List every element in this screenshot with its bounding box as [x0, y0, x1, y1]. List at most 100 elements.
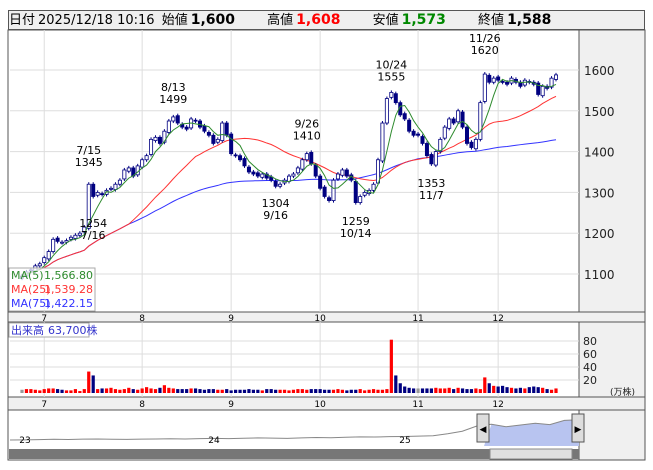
volume-bar [256, 389, 260, 393]
volume-bar [122, 389, 126, 393]
volume-bar [171, 388, 175, 393]
volume-bar [300, 389, 304, 393]
scrollbar-thumb[interactable] [489, 448, 573, 460]
volume-bar [505, 387, 509, 393]
volume-bar [541, 387, 545, 393]
volume-bar [229, 390, 233, 393]
navigator-right-handle[interactable] [571, 413, 585, 443]
volume-bar [358, 389, 362, 393]
volume-bar [452, 389, 456, 393]
volume-bar [532, 386, 536, 393]
candle [313, 164, 318, 177]
candle [233, 154, 238, 157]
volume-bar [145, 387, 149, 393]
volume-legend-label: 出来高 [11, 323, 44, 337]
annotation-date: 10/14 [340, 227, 372, 240]
volume-bar [211, 389, 215, 393]
price-tick-label: 1200 [584, 227, 615, 241]
candle [327, 197, 332, 201]
candle [424, 143, 429, 157]
navigator-year-label: 23 [19, 436, 30, 446]
volume-bar [354, 389, 358, 393]
candle [456, 110, 461, 123]
candle [117, 179, 122, 185]
volume-bar [131, 389, 135, 393]
candle [335, 173, 340, 180]
price-header: 日付 2025/12/18 10:16 始値 1,600 高値 1,608 安値 1,5… [8, 10, 645, 30]
candle [451, 118, 456, 124]
candle [184, 126, 189, 130]
open-value: 1,600 [190, 12, 235, 28]
navigator-year-label: 24 [208, 436, 220, 446]
candle [278, 183, 283, 187]
candle [291, 173, 296, 177]
candle [380, 122, 385, 162]
scrollbar-track[interactable] [9, 449, 579, 459]
candle [149, 138, 154, 155]
volume-bar [274, 389, 278, 393]
candle [273, 180, 278, 187]
candle [153, 136, 158, 141]
volume-bar [220, 389, 224, 393]
candle [260, 173, 265, 178]
candle [157, 136, 162, 144]
volume-bar [78, 391, 82, 393]
candle [86, 183, 91, 229]
volume-bar [269, 389, 273, 393]
candle [318, 175, 323, 189]
annotation-date: 8/13 [161, 81, 186, 94]
candle [540, 85, 545, 97]
ma5-line [21, 78, 557, 277]
volume-bar [118, 389, 122, 393]
volume-bar [60, 389, 64, 393]
volume-bar [296, 389, 300, 393]
candle [51, 238, 56, 252]
candle [384, 98, 389, 124]
candle [100, 193, 105, 196]
candle [126, 167, 131, 172]
volume-bar [314, 389, 318, 393]
candle [331, 179, 336, 201]
candle [264, 173, 269, 179]
month-tick-label: 12 [492, 400, 503, 410]
candle [255, 172, 260, 177]
navigator-year-label: 25 [399, 436, 410, 446]
close-label: 終値 [478, 13, 505, 28]
candle [371, 183, 376, 191]
volume-bar [336, 389, 340, 393]
month-tick-label: 10 [314, 314, 326, 324]
month-tick-label: 11 [412, 314, 423, 324]
volume-bar [389, 339, 393, 393]
volume-bar [91, 375, 95, 393]
candle [505, 81, 510, 85]
navigator-left-handle[interactable] [476, 413, 490, 443]
candle [411, 130, 416, 136]
navigator-selection-area [484, 419, 579, 446]
volume-bar [162, 385, 166, 393]
candle [420, 136, 425, 144]
chart-frame [7, 29, 646, 461]
volume-bar [509, 387, 514, 393]
candle [304, 153, 309, 161]
candle [393, 93, 398, 104]
volume-bar [460, 388, 465, 393]
candle [202, 125, 207, 132]
annotation-value: 1304 [262, 197, 290, 210]
volume-bar [113, 389, 118, 393]
month-tick-label: 12 [492, 314, 503, 324]
volume-bar [238, 389, 242, 393]
volume-bar [501, 385, 505, 393]
candle [238, 155, 243, 161]
candle [460, 111, 465, 128]
open-label: 始値 [161, 13, 188, 28]
volume-bar [47, 388, 51, 393]
volume-bar [327, 389, 331, 393]
volume-bar [478, 389, 482, 393]
candle [500, 81, 505, 83]
month-tick-label: 7 [41, 314, 47, 324]
candle [402, 113, 407, 120]
volume-bar [20, 389, 24, 393]
volume-bar [443, 388, 447, 393]
